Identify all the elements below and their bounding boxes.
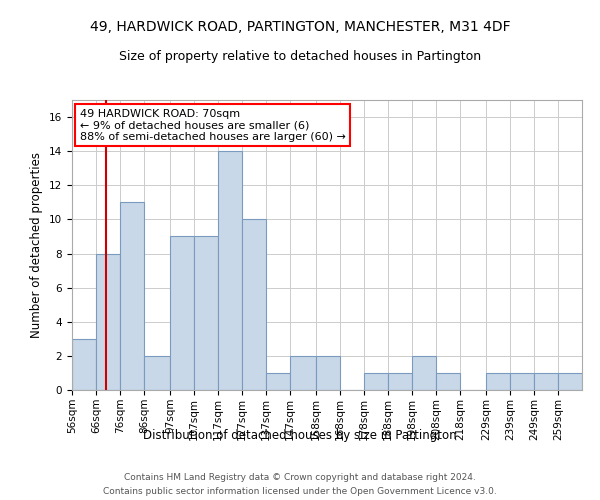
Bar <box>412 356 436 390</box>
Text: 49 HARDWICK ROAD: 70sqm
← 9% of detached houses are smaller (6)
88% of semi-deta: 49 HARDWICK ROAD: 70sqm ← 9% of detached… <box>80 108 346 142</box>
Bar <box>266 373 290 390</box>
Bar <box>242 220 266 390</box>
Bar <box>510 373 534 390</box>
Bar <box>486 373 510 390</box>
Y-axis label: Number of detached properties: Number of detached properties <box>31 152 43 338</box>
Text: Contains public sector information licensed under the Open Government Licence v3: Contains public sector information licen… <box>103 486 497 496</box>
Text: Size of property relative to detached houses in Partington: Size of property relative to detached ho… <box>119 50 481 63</box>
Bar <box>316 356 340 390</box>
Bar <box>120 202 144 390</box>
Bar <box>96 254 120 390</box>
Bar <box>290 356 316 390</box>
Bar <box>72 339 96 390</box>
Bar <box>558 373 582 390</box>
Bar <box>364 373 388 390</box>
Text: Contains HM Land Registry data © Crown copyright and database right 2024.: Contains HM Land Registry data © Crown c… <box>124 473 476 482</box>
Bar <box>218 151 242 390</box>
Bar <box>194 236 218 390</box>
Text: Distribution of detached houses by size in Partington: Distribution of detached houses by size … <box>143 428 457 442</box>
Bar <box>170 236 194 390</box>
Text: 49, HARDWICK ROAD, PARTINGTON, MANCHESTER, M31 4DF: 49, HARDWICK ROAD, PARTINGTON, MANCHESTE… <box>89 20 511 34</box>
Bar <box>388 373 412 390</box>
Bar <box>534 373 558 390</box>
Bar <box>144 356 170 390</box>
Bar <box>436 373 460 390</box>
